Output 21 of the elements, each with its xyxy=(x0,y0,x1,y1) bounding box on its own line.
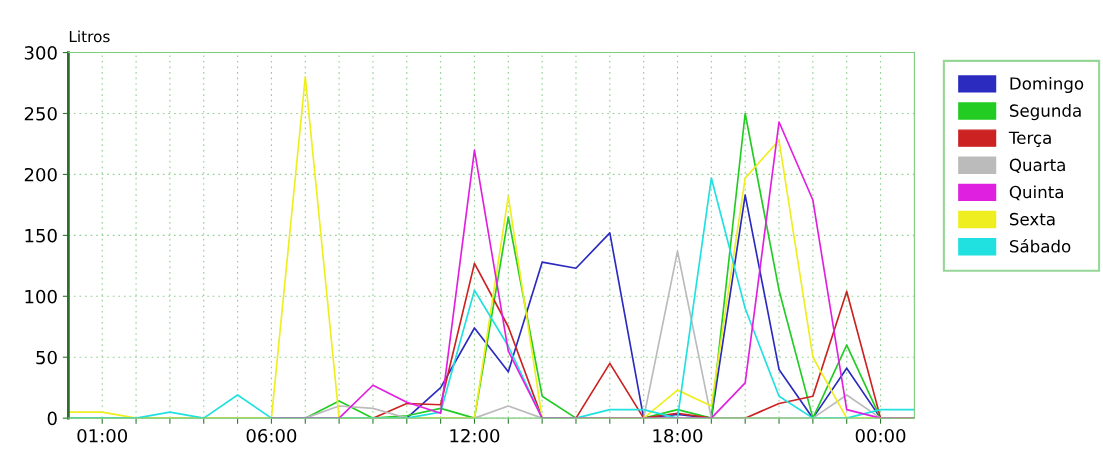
legend-label: Segunda xyxy=(1009,104,1081,121)
y-tick-label: 100 xyxy=(25,289,57,304)
legend-label: Terça xyxy=(1008,131,1051,148)
legend-label: Sábado xyxy=(1009,239,1071,253)
y-tick-label: 150 xyxy=(25,228,57,243)
x-tick-label: 12:00 xyxy=(450,428,500,443)
legend-label: Domingo xyxy=(1010,76,1084,94)
y-tick-label: 0 xyxy=(47,411,57,426)
x-tick-label: 06:00 xyxy=(246,428,297,443)
y-tick-label: 50 xyxy=(36,350,57,365)
y-tick-label: 200 xyxy=(24,167,57,182)
y-tick-label: 250 xyxy=(24,106,57,121)
legend-label: Quinta xyxy=(1009,185,1063,201)
x-tick-label: 01:00 xyxy=(77,428,128,443)
x-tick-label: 18:00 xyxy=(653,428,703,443)
y-axis-title: Litros xyxy=(69,30,110,43)
legend-label: Sexta xyxy=(1009,212,1055,226)
x-tick-label: 00:00 xyxy=(855,428,906,443)
line-series xyxy=(270,121,915,419)
legend-label: Quarta xyxy=(1009,158,1065,174)
y-tick-label: 300 xyxy=(24,46,57,60)
